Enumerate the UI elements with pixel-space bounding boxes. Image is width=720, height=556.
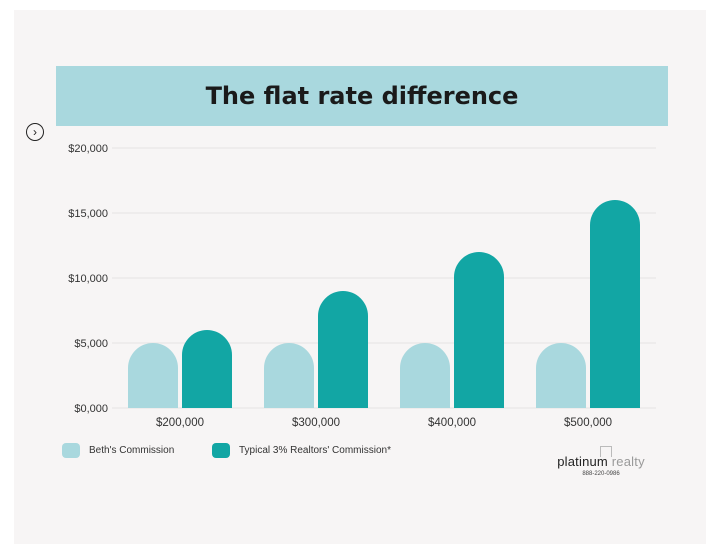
legend-swatch-typical xyxy=(212,443,230,458)
y-tick-label: $5,000 xyxy=(74,338,108,350)
y-tick-label: $10,000 xyxy=(68,273,108,285)
bar-beth-commission xyxy=(128,343,178,408)
x-tick-label: $200,000 xyxy=(156,417,204,429)
brand-name: platinum realty xyxy=(546,454,656,469)
brand-logo-mark xyxy=(600,446,612,457)
x-tick-label: $400,000 xyxy=(428,417,476,429)
bar-typical-commission xyxy=(454,252,504,408)
chart-title: The flat rate difference xyxy=(205,82,519,110)
bar-typical-commission xyxy=(318,291,368,408)
x-tick-label: $500,000 xyxy=(564,417,612,429)
title-banner: The flat rate difference xyxy=(56,66,668,126)
legend-item-typical: Typical 3% Realtors' Commission* xyxy=(212,443,391,458)
bar-beth-commission xyxy=(400,343,450,408)
bar-beth-commission xyxy=(264,343,314,408)
y-tick-label: $15,000 xyxy=(68,208,108,220)
y-tick-label: $0,000 xyxy=(74,403,108,415)
bar-typical-commission xyxy=(182,330,232,408)
legend-label-typical: Typical 3% Realtors' Commission* xyxy=(239,445,391,456)
x-tick-label: $300,000 xyxy=(292,417,340,429)
y-tick-label: $20,000 xyxy=(68,143,108,155)
brand-phone: 888-220-0986 xyxy=(582,471,620,477)
legend-swatch-beth xyxy=(62,443,80,458)
brand-logo: platinum realty 888-220-0986 xyxy=(546,454,656,477)
chevron-right-circle-icon[interactable]: › xyxy=(26,123,44,141)
brand-name-light: realty xyxy=(611,454,645,469)
legend-item-beth: Beth's Commission xyxy=(62,443,174,458)
brand-name-dark: platinum xyxy=(557,454,608,469)
legend-label-beth: Beth's Commission xyxy=(89,445,175,456)
bar-beth-commission xyxy=(536,343,586,408)
bar-typical-commission xyxy=(590,200,640,408)
